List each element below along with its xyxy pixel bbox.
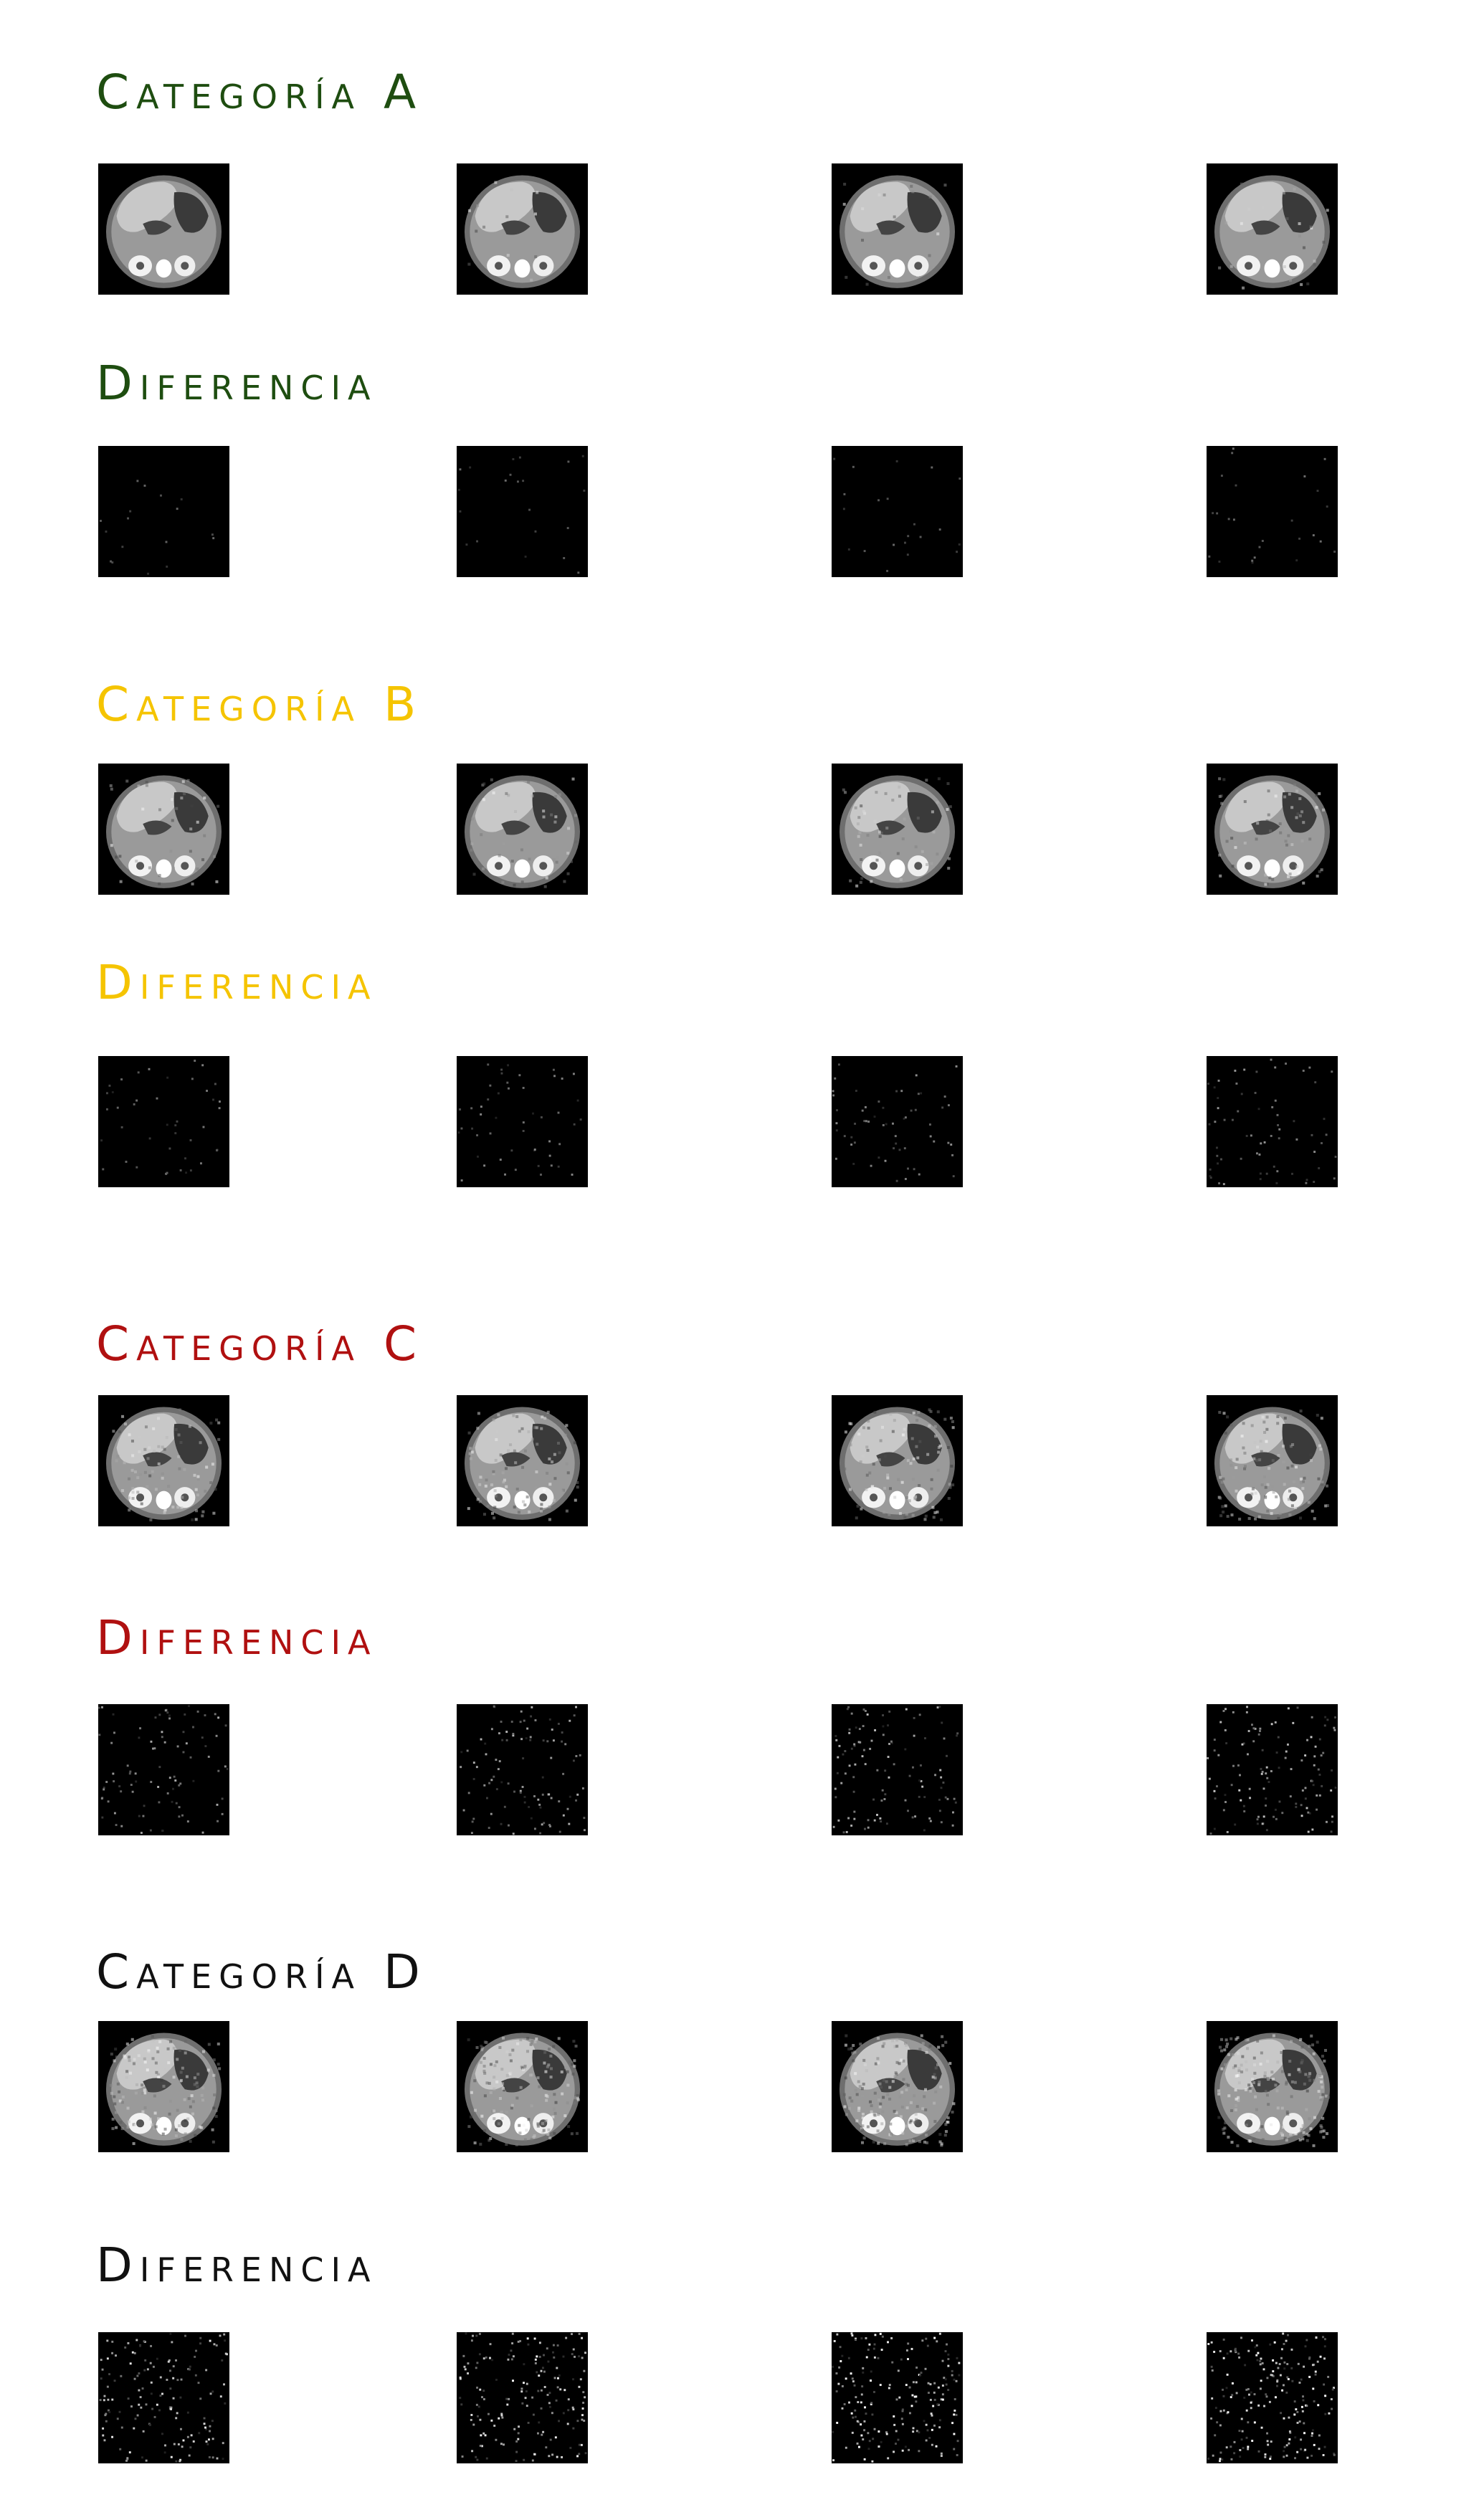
category-a-scan-1	[98, 163, 229, 295]
category-c-difference-4	[1207, 1704, 1338, 1835]
category-a-difference-4	[1207, 446, 1338, 577]
category-c-scan-2	[457, 1395, 588, 1526]
category-a-difference-title: Diferencia	[96, 356, 378, 411]
category-d-title: Categoría D	[96, 1944, 427, 2000]
category-a-difference-1	[98, 446, 229, 577]
category-b-difference-4	[1207, 1056, 1338, 1187]
category-c-scan-3	[832, 1395, 963, 1526]
category-b-scan-2	[457, 764, 588, 895]
category-b-difference-2	[457, 1056, 588, 1187]
category-a-title: Categoría A	[96, 65, 424, 120]
category-c-difference-title: Diferencia	[96, 1610, 378, 1665]
category-a-scan-3	[832, 163, 963, 295]
category-a-difference-2	[457, 446, 588, 577]
category-d-difference-title: Diferencia	[96, 2238, 378, 2293]
category-d-difference-2	[457, 2332, 588, 2463]
category-c-difference-1	[98, 1704, 229, 1835]
category-d-scan-2	[457, 2021, 588, 2152]
category-d-difference-3	[832, 2332, 963, 2463]
category-b-scan-4	[1207, 764, 1338, 895]
category-b-difference-title: Diferencia	[96, 955, 378, 1010]
category-a-difference-3	[832, 446, 963, 577]
category-b-scan-1	[98, 764, 229, 895]
category-c-difference-3	[832, 1704, 963, 1835]
category-a-scan-2	[457, 163, 588, 295]
category-d-difference-1	[98, 2332, 229, 2463]
category-d-difference-4	[1207, 2332, 1338, 2463]
category-c-scan-4	[1207, 1395, 1338, 1526]
category-b-difference-1	[98, 1056, 229, 1187]
category-c-difference-2	[457, 1704, 588, 1835]
category-c-title: Categoría C	[96, 1316, 424, 1371]
category-c-scan-1	[98, 1395, 229, 1526]
category-d-scan-3	[832, 2021, 963, 2152]
category-b-title: Categoría B	[96, 677, 424, 732]
category-b-difference-3	[832, 1056, 963, 1187]
category-a-scan-4	[1207, 163, 1338, 295]
category-b-scan-3	[832, 764, 963, 895]
category-d-scan-4	[1207, 2021, 1338, 2152]
category-d-scan-1	[98, 2021, 229, 2152]
